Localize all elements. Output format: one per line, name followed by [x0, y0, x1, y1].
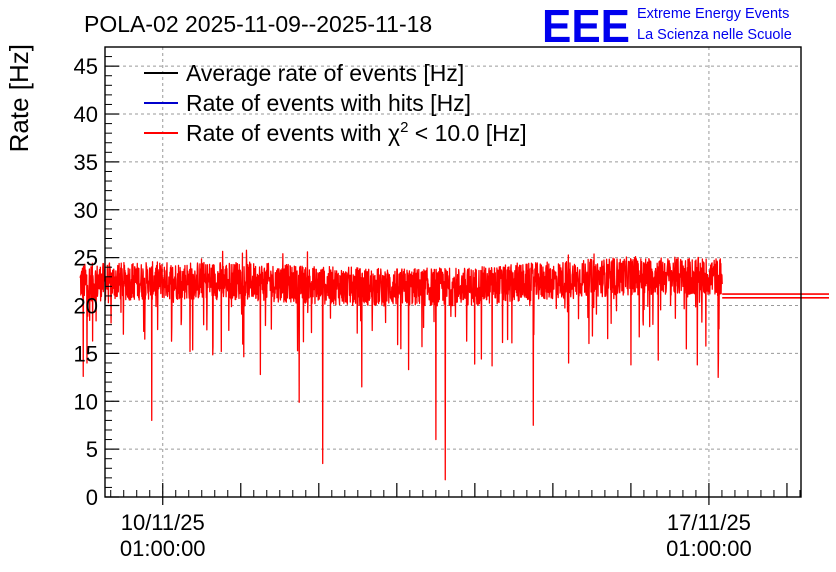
- y-tick-label: 10: [74, 389, 98, 414]
- legend-label-chi2-symbol: χ: [388, 120, 400, 146]
- legend-label-average-rate: Average rate of events [Hz]: [186, 60, 464, 86]
- legend-label-chi2-suffix: < 10.0 [Hz]: [408, 120, 526, 146]
- x-tick-label-date: 17/11/25: [667, 510, 751, 535]
- y-tick-label: 20: [74, 294, 98, 319]
- legend-label-chi2-prefix: Rate of events with: [186, 120, 388, 146]
- x-tick-label-date: 10/11/25: [121, 510, 205, 535]
- y-tick-label: 30: [74, 198, 98, 223]
- x-tick-label-time: 01:00:00: [666, 536, 752, 561]
- y-axis-title: Rate [Hz]: [4, 44, 34, 152]
- y-tick-label: 35: [74, 150, 98, 175]
- eee-logo-line2: La Scienza nelle Scuole: [637, 27, 792, 43]
- y-tick-label: 5: [86, 437, 98, 462]
- eee-logo-mark: EEE: [542, 0, 630, 52]
- legend-label-hits-rate: Rate of events with hits [Hz]: [186, 90, 471, 116]
- y-tick-label: 45: [74, 54, 98, 79]
- eee-logo-line1: Extreme Energy Events: [637, 6, 789, 22]
- legend-label-chi2-rate: Rate of events with χ2 < 10.0 [Hz]: [186, 119, 527, 146]
- chart-title: POLA-02 2025-11-09--2025-11-18: [84, 11, 432, 37]
- series-line-chi2-rate: [79, 249, 723, 481]
- plot-frame: [104, 46, 802, 498]
- y-tick-label: 15: [74, 341, 98, 366]
- y-tick-label: 0: [86, 485, 98, 510]
- x-tick-label-time: 01:00:00: [120, 536, 206, 561]
- y-tick-label: 25: [74, 246, 98, 271]
- legend: Average rate of events [Hz] Rate of even…: [144, 60, 527, 146]
- y-tick-label: 40: [74, 102, 98, 127]
- eee-logo: EEE Extreme Energy Events La Scienza nel…: [542, 0, 792, 52]
- legend-label-chi2-sup: 2: [400, 119, 408, 136]
- axis-layer: 05101520253035404510/11/2501:00:0017/11/…: [74, 46, 801, 561]
- series-layer: [79, 249, 829, 481]
